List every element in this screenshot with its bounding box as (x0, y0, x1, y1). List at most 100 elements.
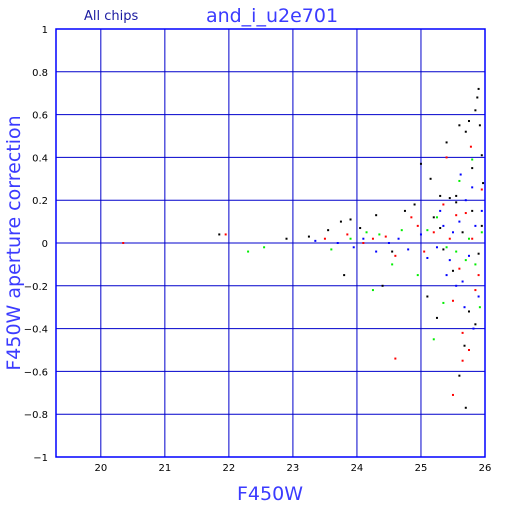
data-point (432, 231, 435, 234)
data-point (349, 237, 352, 240)
data-point (426, 295, 429, 298)
data-point (445, 156, 448, 159)
data-point (323, 237, 326, 240)
data-point (263, 246, 266, 249)
data-point (426, 229, 429, 232)
data-point (480, 224, 483, 227)
data-point (391, 250, 394, 253)
data-point (362, 237, 365, 240)
data-point (477, 252, 480, 255)
data-point (474, 109, 477, 112)
data-point (474, 289, 477, 292)
data-point (378, 233, 381, 236)
data-point (467, 254, 470, 257)
data-point (471, 209, 474, 212)
data-point (455, 201, 458, 204)
y-tick-label: 0.8 (32, 68, 48, 79)
data-point (419, 162, 422, 165)
data-point (403, 209, 406, 212)
data-point (467, 349, 470, 351)
data-point (480, 188, 483, 191)
data-point (477, 274, 480, 277)
data-point (375, 214, 378, 217)
y-tick-label: 1 (42, 25, 48, 36)
chart-title: and_i_u2e701 (206, 5, 338, 27)
data-point (461, 331, 464, 334)
data-point (359, 227, 362, 230)
data-point (474, 263, 477, 266)
x-tick-label: 21 (158, 463, 171, 474)
data-point (458, 267, 461, 270)
y-tick-label: −0.6 (24, 367, 48, 378)
grid-lines (56, 29, 485, 457)
data-point (445, 274, 448, 277)
data-point (442, 248, 445, 251)
x-tick-label: 24 (351, 463, 364, 474)
data-point (445, 141, 448, 144)
data-point (448, 197, 451, 200)
data-point (314, 239, 317, 242)
data-point (455, 214, 458, 217)
data-point (477, 87, 480, 90)
data-points (122, 87, 485, 409)
x-tick-label: 23 (287, 463, 300, 474)
data-point (429, 177, 432, 180)
data-point (464, 406, 467, 409)
data-point (451, 393, 454, 396)
data-point (339, 220, 342, 223)
data-point (474, 224, 477, 227)
data-point (439, 227, 442, 230)
data-point (480, 231, 483, 234)
data-point (461, 280, 464, 283)
data-point (423, 250, 426, 253)
data-point (464, 259, 467, 262)
data-point (122, 242, 125, 244)
data-point (410, 216, 413, 219)
data-point (478, 124, 481, 127)
data-point (413, 203, 416, 206)
y-tick-label: 0 (42, 239, 48, 250)
data-point (471, 167, 474, 170)
data-point (336, 242, 339, 244)
data-point (471, 186, 474, 189)
data-point (474, 323, 477, 326)
data-point (455, 250, 458, 253)
data-point (218, 233, 221, 236)
data-point (419, 233, 422, 236)
data-point (461, 359, 464, 362)
data-point (461, 231, 464, 234)
y-tick-label: −0.4 (24, 325, 48, 336)
data-point (387, 242, 390, 244)
x-axis-label: F450W (237, 483, 303, 505)
data-point (346, 233, 349, 236)
data-point (480, 154, 483, 157)
data-point (463, 344, 466, 347)
data-point (391, 263, 394, 266)
data-point (384, 235, 387, 238)
y-tick-label: −1 (33, 453, 48, 464)
data-point (426, 256, 429, 259)
data-point (445, 246, 448, 249)
data-point (458, 374, 461, 377)
data-point (352, 246, 355, 249)
data-point (432, 338, 435, 341)
data-point (482, 182, 485, 185)
data-point (476, 96, 479, 99)
data-point (469, 145, 472, 148)
data-point (442, 224, 445, 227)
x-tick-label: 25 (415, 463, 428, 474)
data-point (480, 209, 483, 212)
data-point (451, 299, 454, 302)
data-point (394, 357, 397, 360)
data-point (471, 237, 474, 240)
y-tick-label: 0.6 (32, 111, 48, 122)
data-point (416, 224, 419, 227)
data-point (435, 216, 438, 219)
data-point (467, 120, 470, 123)
data-point (439, 194, 442, 197)
data-point (224, 233, 227, 236)
data-point (442, 301, 445, 304)
data-point (455, 284, 458, 287)
data-point (394, 254, 397, 257)
data-point (448, 259, 451, 262)
